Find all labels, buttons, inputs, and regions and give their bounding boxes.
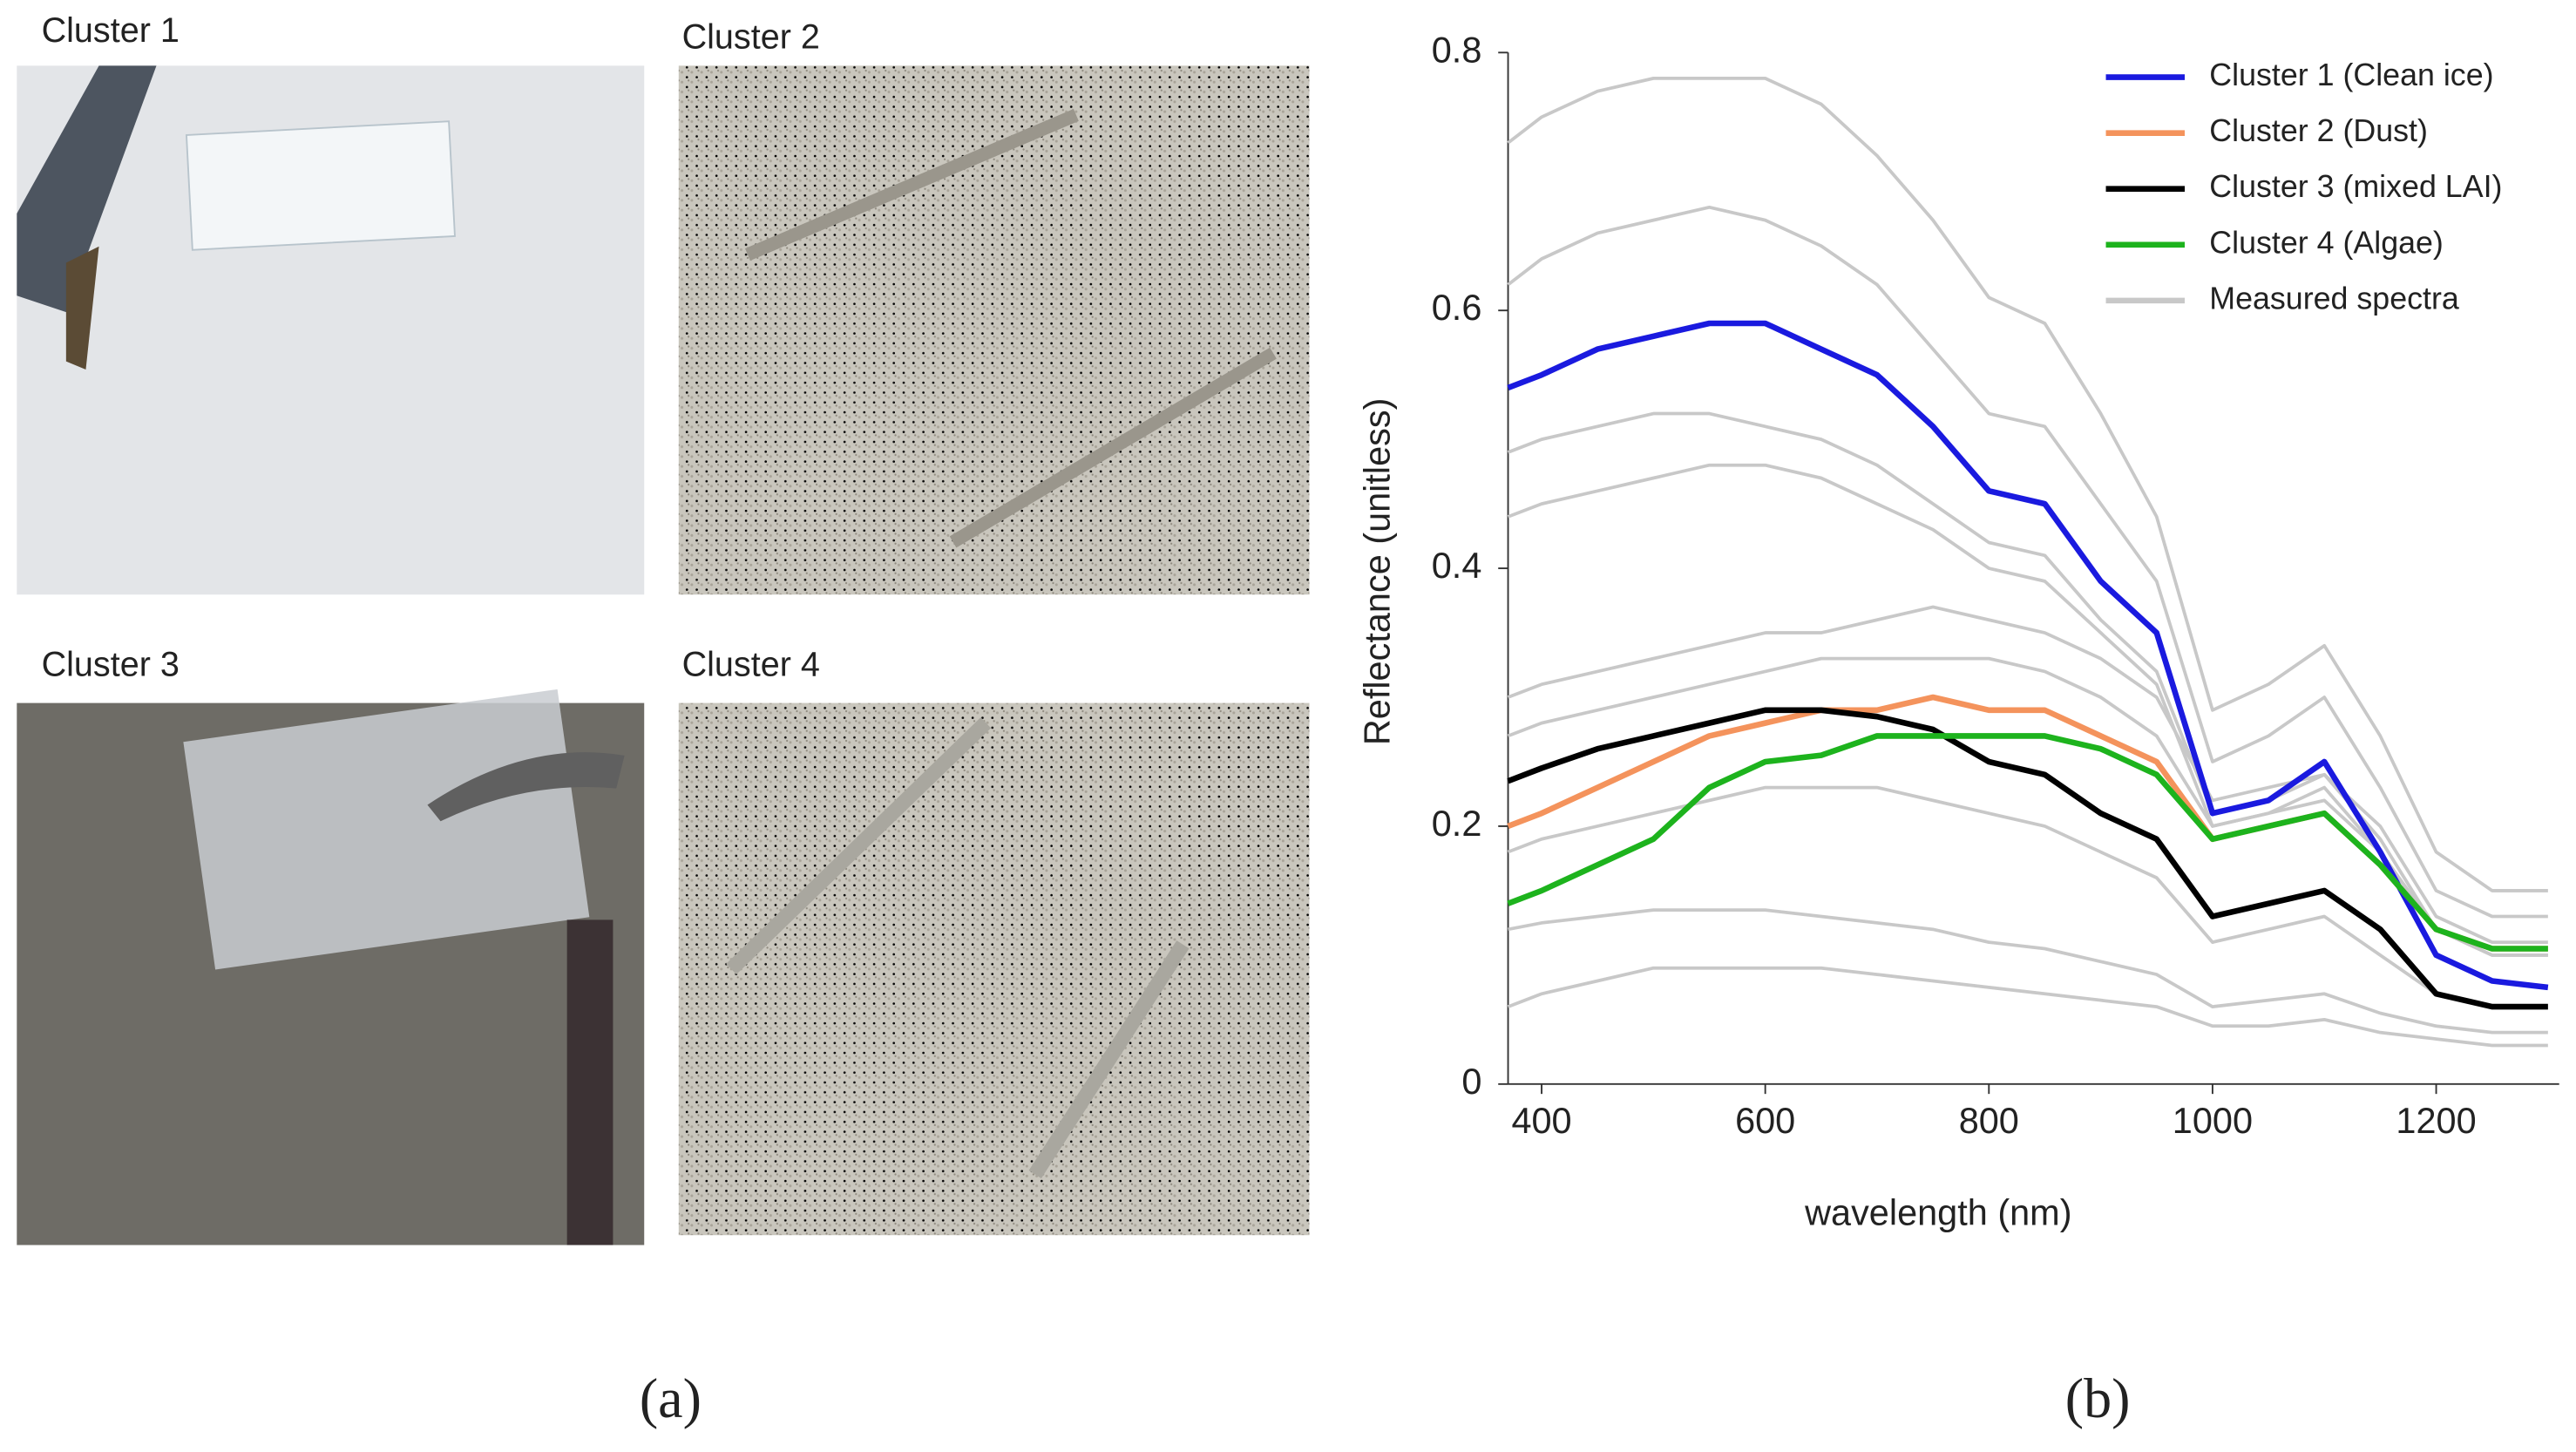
photo-cluster-4 [678, 702, 1310, 1236]
cluster-line [1507, 733, 2548, 952]
photo-label: Cluster 3 [42, 646, 180, 684]
x-tick-label: 600 [1735, 1100, 1795, 1141]
measured-spectrum [1507, 205, 2548, 919]
x-axis-label: wavelength (nm) [1804, 1192, 2071, 1233]
y-tick-label: 0.2 [1432, 803, 1482, 844]
x-tick-label: 400 [1511, 1100, 1571, 1141]
y-tick-label: 0.8 [1432, 29, 1482, 70]
measured-spectrum [1507, 785, 2548, 1008]
y-tick-label: 0.4 [1432, 545, 1482, 586]
measured-spectrum [1507, 77, 2548, 892]
y-axis-label: Reflectance (unitless) [1356, 398, 1397, 746]
panel-letter: (b) [2065, 1367, 2131, 1429]
cluster-line [1507, 320, 2549, 991]
photo-cluster-3 [17, 689, 645, 1245]
y-tick-label: 0 [1461, 1061, 1481, 1102]
y-tick-label: 0.6 [1432, 287, 1482, 328]
photo-label: Cluster 2 [682, 18, 820, 57]
measured-spectrum [1507, 966, 2548, 1048]
x-tick-label: 1000 [2173, 1100, 2253, 1141]
photo-label: Cluster 1 [42, 11, 180, 50]
measured-spectrum [1508, 908, 2548, 1035]
measured-spectrum [1507, 656, 2548, 957]
legend-label: Measured spectra [2209, 281, 2459, 316]
photo-cluster-1 [17, 65, 645, 595]
x-tick-label: 1200 [2396, 1100, 2476, 1141]
legend-label: Cluster 4 (Algae) [2209, 225, 2444, 260]
panel-letter: (a) [640, 1367, 702, 1429]
legend-label: Cluster 3 (mixed LAI) [2209, 169, 2502, 204]
x-tick-label: 800 [1959, 1100, 2019, 1141]
legend-label: Cluster 1 (Clean ice) [2209, 58, 2493, 92]
photo-label: Cluster 4 [682, 646, 820, 684]
photo-cluster-2 [678, 65, 1310, 595]
legend-label: Cluster 2 (Dust) [2209, 113, 2428, 148]
cluster-line [1507, 707, 2548, 1010]
measured-spectrum [1507, 605, 2548, 944]
measured-spectrum [1507, 411, 2548, 957]
